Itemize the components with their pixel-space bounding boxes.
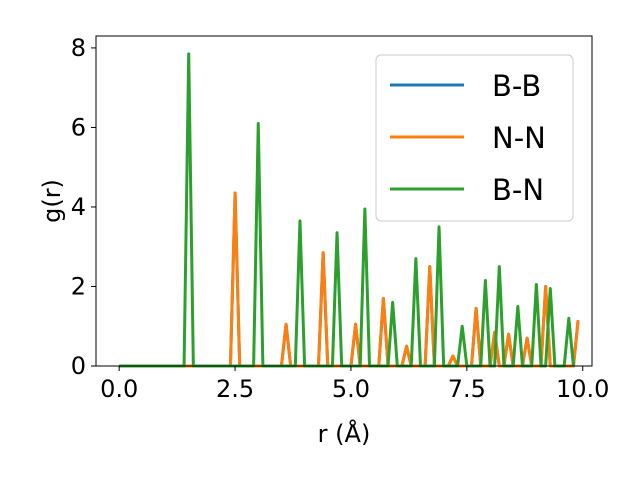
x-axis-label: r (Å) bbox=[318, 419, 371, 448]
y-axis-ticks: 0 2 4 6 8 bbox=[71, 34, 96, 380]
legend-box bbox=[375, 54, 574, 222]
plot-frame bbox=[95, 35, 593, 367]
y-axis-label: g(r) bbox=[38, 179, 66, 223]
legend-label: B-B bbox=[492, 69, 541, 103]
legend: B-B N-N B-N bbox=[375, 54, 574, 222]
y-tick-label: 6 bbox=[71, 113, 86, 141]
x-tick-label: 0.0 bbox=[100, 375, 138, 403]
legend-entries: B-B N-N B-N bbox=[390, 69, 546, 207]
y-tick-label: 4 bbox=[71, 193, 86, 221]
x-tick-label: 5.0 bbox=[332, 375, 370, 403]
x-tick-label: 2.5 bbox=[216, 375, 254, 403]
x-axis-ticks: 0.0 2.5 5.0 7.5 10.0 bbox=[100, 366, 609, 403]
legend-label: B-N bbox=[492, 173, 544, 207]
y-tick-label: 8 bbox=[71, 34, 86, 62]
y-tick-label: 2 bbox=[71, 272, 86, 300]
legend-label: N-N bbox=[492, 121, 546, 155]
series-line-b-n bbox=[119, 52, 575, 368]
y-tick-label: 0 bbox=[71, 352, 86, 380]
x-tick-label: 10.0 bbox=[556, 375, 609, 403]
x-tick-label: 7.5 bbox=[448, 375, 486, 403]
